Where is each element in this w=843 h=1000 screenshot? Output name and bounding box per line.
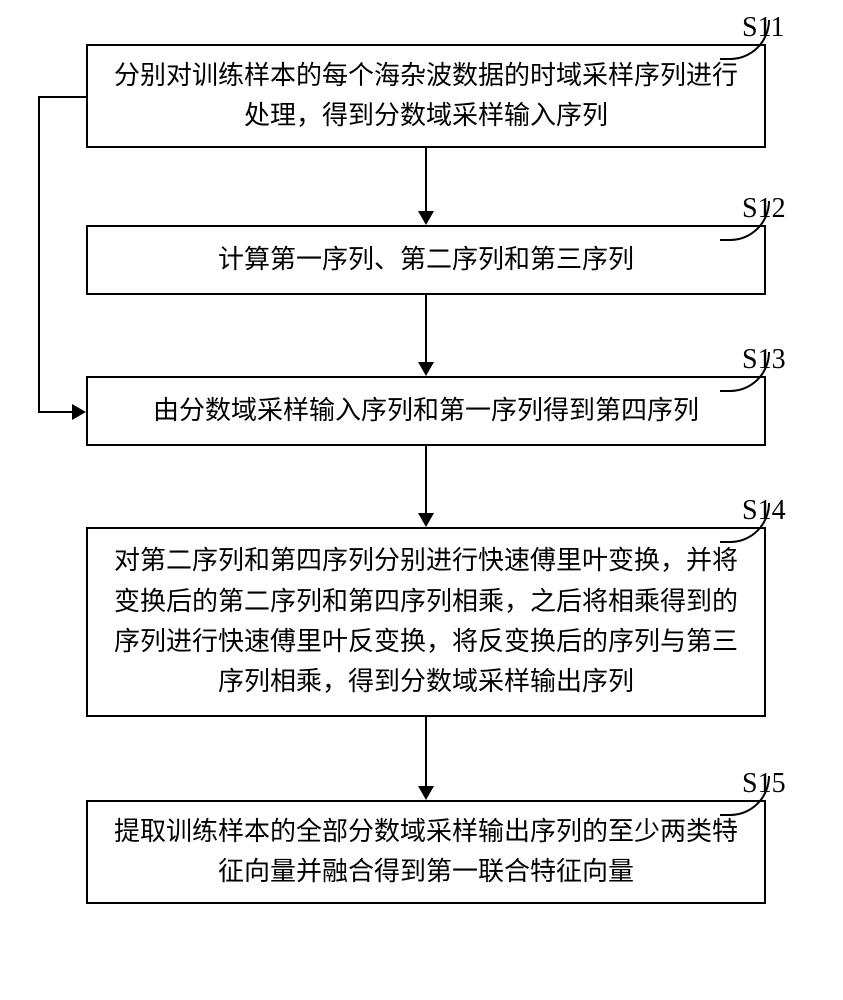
step-s13-label: S13 [742, 344, 786, 376]
step-s15-box: 提取训练样本的全部分数域采样输出序列的至少两类特征向量并融合得到第一联合特征向量 [86, 800, 766, 904]
arrow-s12-s13 [425, 295, 427, 374]
step-s15-label: S15 [742, 768, 786, 800]
step-s13-box: 由分数域采样输入序列和第一序列得到第四序列 [86, 376, 766, 446]
step-s11-text: 分别对训练样本的每个海杂波数据的时域采样序列进行处理，得到分数域采样输入序列 [108, 56, 744, 137]
step-s11-label: S11 [742, 12, 785, 44]
step-s14-box: 对第二序列和第四序列分别进行快速傅里叶变换，并将变换后的第二序列和第四序列相乘，… [86, 527, 766, 717]
side-connector-arrowhead [72, 404, 86, 420]
arrow-s13-s14 [425, 446, 427, 525]
step-s12-label: S12 [742, 193, 786, 225]
step-s11-box: 分别对训练样本的每个海杂波数据的时域采样序列进行处理，得到分数域采样输入序列 [86, 44, 766, 148]
arrow-s14-s15 [425, 717, 427, 798]
step-s13-text: 由分数域采样输入序列和第一序列得到第四序列 [153, 391, 699, 431]
step-s14-label: S14 [742, 495, 786, 527]
side-connector-top-h [38, 96, 86, 98]
step-s12-box: 计算第一序列、第二序列和第三序列 [86, 225, 766, 295]
flowchart-container: 分别对训练样本的每个海杂波数据的时域采样序列进行处理，得到分数域采样输入序列 S… [0, 0, 843, 1000]
step-s12-text: 计算第一序列、第二序列和第三序列 [218, 240, 634, 280]
step-s15-text: 提取训练样本的全部分数域采样输出序列的至少两类特征向量并融合得到第一联合特征向量 [108, 812, 744, 893]
step-s14-text: 对第二序列和第四序列分别进行快速傅里叶变换，并将变换后的第二序列和第四序列相乘，… [108, 541, 744, 702]
arrow-s11-s12 [425, 148, 427, 223]
side-connector-v [38, 96, 40, 411]
side-connector-bottom-h [38, 411, 74, 413]
